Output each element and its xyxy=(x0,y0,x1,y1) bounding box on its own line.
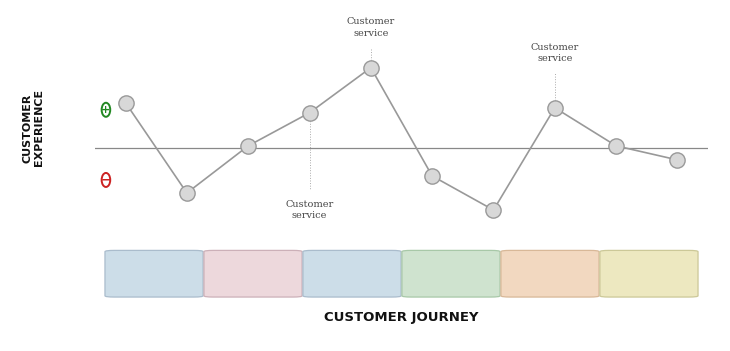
Text: Awareness: Awareness xyxy=(225,269,281,279)
Text: Evaluation: Evaluation xyxy=(324,269,380,279)
FancyBboxPatch shape xyxy=(105,250,203,297)
Text: CUSTOMER
EXPERIENCE: CUSTOMER EXPERIENCE xyxy=(23,89,45,166)
Text: CUSTOMER JOURNEY: CUSTOMER JOURNEY xyxy=(324,311,479,324)
FancyBboxPatch shape xyxy=(600,250,698,297)
Text: Advocacy: Advocacy xyxy=(624,269,674,279)
FancyBboxPatch shape xyxy=(204,250,302,297)
Text: Customer
service: Customer service xyxy=(347,18,395,38)
FancyBboxPatch shape xyxy=(303,250,401,297)
Text: Customer
service: Customer service xyxy=(531,42,579,63)
Text: Customer
service: Customer service xyxy=(285,200,334,220)
Text: −: − xyxy=(101,173,111,186)
Text: +: + xyxy=(101,105,110,115)
Text: Purchase: Purchase xyxy=(427,269,474,279)
FancyBboxPatch shape xyxy=(402,250,500,297)
Text: Retention: Retention xyxy=(525,269,575,279)
FancyBboxPatch shape xyxy=(501,250,599,297)
Text: Consideration: Consideration xyxy=(118,269,191,279)
